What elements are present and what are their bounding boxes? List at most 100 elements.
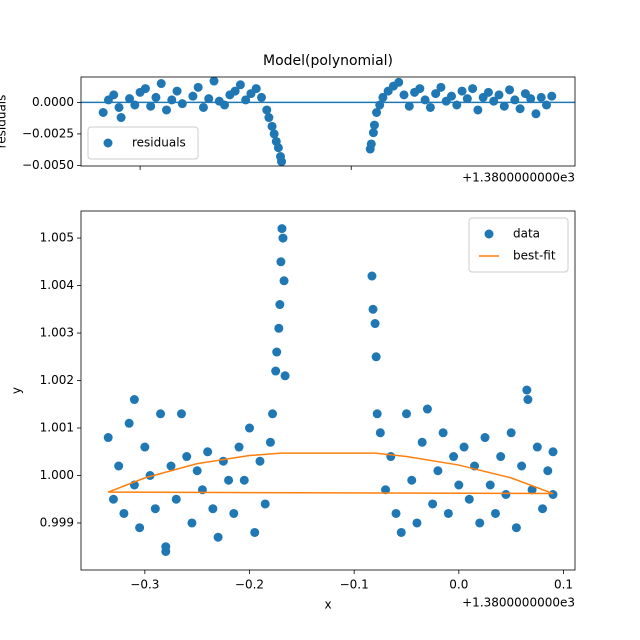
point (538, 504, 548, 514)
legend-box (468, 217, 569, 273)
y-tick-label: 0.999 (40, 515, 74, 529)
x-offset-label: +1.3800000000e3 (462, 171, 575, 185)
point (531, 109, 541, 119)
point (412, 518, 422, 528)
point (527, 485, 537, 495)
point (140, 84, 150, 94)
point (367, 271, 377, 281)
point (98, 107, 108, 117)
point (417, 437, 427, 447)
point (536, 92, 546, 102)
point (399, 90, 409, 100)
point (366, 139, 376, 149)
point (371, 352, 381, 362)
point (475, 518, 485, 528)
point (428, 499, 438, 509)
point (182, 452, 192, 462)
point (162, 105, 171, 115)
x-tick-label: −0.3 (130, 578, 159, 592)
point (108, 494, 118, 504)
point (280, 371, 290, 381)
legend-label: residuals (132, 136, 186, 150)
point (457, 86, 467, 96)
y-tick-label: 1.000 (40, 468, 74, 482)
x-tick-label: −0.2 (235, 578, 264, 592)
point (267, 121, 277, 131)
point (276, 257, 286, 267)
point (171, 494, 181, 504)
legend-label: best-fit (513, 249, 556, 263)
point (114, 461, 124, 471)
point (489, 96, 499, 106)
point (523, 395, 533, 405)
point (245, 423, 255, 433)
point (125, 94, 135, 104)
point (151, 92, 161, 102)
point (150, 504, 160, 514)
point (468, 84, 478, 94)
point (464, 494, 474, 504)
fit-line (107, 452, 554, 495)
point (548, 447, 558, 457)
point (279, 276, 289, 286)
y-tick-label: 1.005 (40, 231, 74, 245)
point (485, 480, 495, 490)
point (496, 452, 506, 462)
point (208, 504, 218, 514)
point (116, 113, 126, 123)
point (462, 94, 472, 104)
point (422, 404, 432, 414)
point (548, 489, 558, 499)
point (265, 437, 275, 447)
point (229, 508, 239, 518)
point (407, 475, 417, 485)
point (378, 92, 388, 102)
point (420, 95, 430, 105)
point (273, 143, 283, 153)
point (271, 366, 281, 376)
point (264, 113, 274, 123)
point (375, 428, 385, 438)
point (218, 456, 228, 466)
point (547, 91, 557, 101)
point (188, 91, 198, 101)
x-tick-label: 0.0 (449, 578, 468, 592)
point (193, 82, 203, 92)
point (391, 508, 401, 518)
point (204, 94, 214, 104)
point (517, 461, 527, 471)
point (241, 95, 251, 105)
y-tick-label: 0.0000 (32, 95, 74, 109)
point (114, 102, 124, 112)
point (224, 475, 234, 485)
point (156, 409, 166, 419)
legend-box (87, 126, 199, 160)
point (505, 85, 515, 95)
point (250, 527, 260, 537)
point (140, 442, 150, 452)
point (262, 105, 272, 115)
x-axis-label: x (324, 598, 331, 612)
point (494, 90, 504, 100)
y-tick-label: 1.004 (40, 278, 74, 292)
point (129, 395, 139, 405)
point (275, 300, 285, 310)
point (526, 94, 536, 104)
point (443, 508, 453, 518)
point (522, 385, 532, 395)
point (277, 224, 287, 234)
point (192, 466, 202, 476)
point (255, 456, 265, 466)
point (370, 319, 380, 329)
legend-marker (484, 229, 494, 239)
plot-area (103, 224, 558, 556)
point (234, 442, 244, 452)
point (501, 489, 511, 499)
point (277, 157, 287, 166)
point (438, 428, 448, 438)
point (447, 91, 456, 101)
point (251, 84, 261, 94)
point (480, 433, 490, 443)
axes-frame (80, 76, 576, 167)
